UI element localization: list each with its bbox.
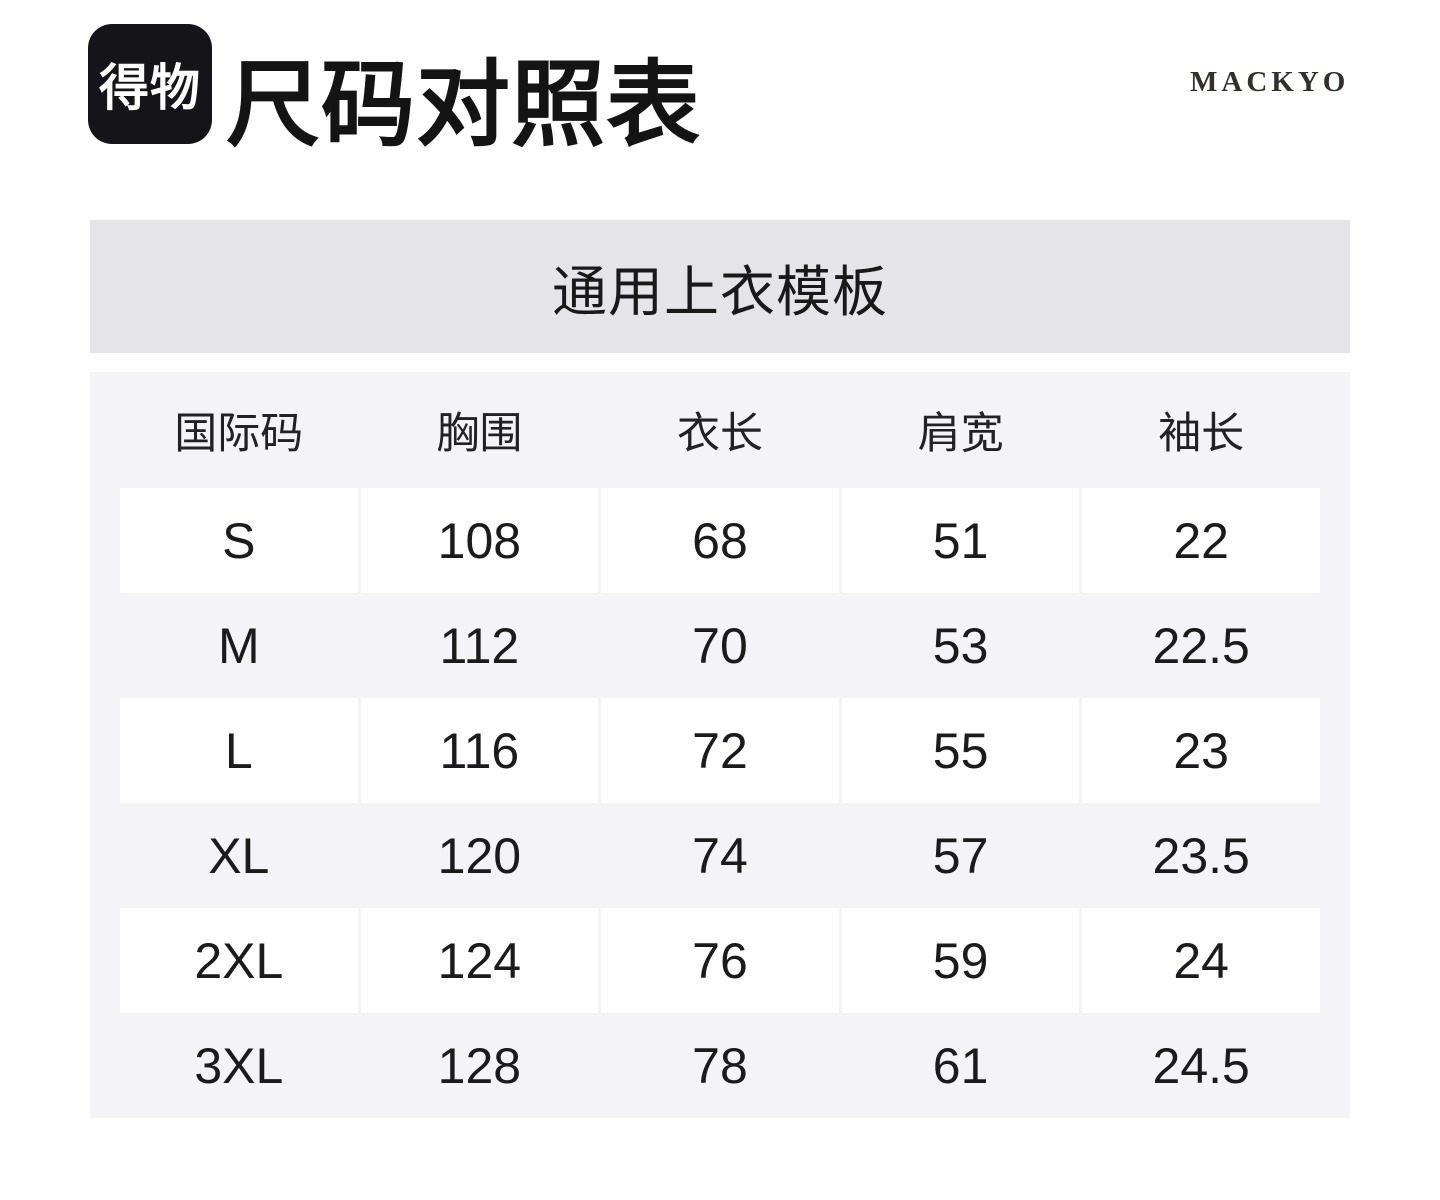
cell-length: 78: [692, 1037, 748, 1094]
cell-size: XL: [208, 827, 270, 884]
cell-sleeve: 23: [1082, 698, 1320, 803]
cell-chest: 120: [437, 827, 522, 884]
cell-sleeve: 24: [1082, 908, 1320, 1013]
cell-chest: 124: [360, 908, 599, 1013]
template-banner-label: 通用上衣模板: [551, 260, 888, 323]
column-header-chest: 胸围: [436, 410, 523, 458]
column-header-sleeve: 袖长: [1158, 410, 1245, 458]
cell-shoulder: 53: [932, 617, 989, 674]
column-header-intl-size: 国际码: [174, 410, 304, 458]
dewu-logo: 得物: [88, 24, 212, 144]
cell-length: 76: [601, 908, 839, 1013]
column-header-shoulder: 肩宽: [917, 410, 1004, 458]
cell-shoulder: 51: [841, 488, 1080, 593]
dewu-logo-text: 得物: [99, 60, 201, 116]
brand-name: MACKYO: [1190, 66, 1350, 98]
cell-chest: 112: [439, 617, 520, 674]
cell-length: 72: [601, 698, 839, 803]
cell-chest: 116: [360, 698, 599, 803]
cell-shoulder: 59: [841, 908, 1080, 1013]
cell-size: 3XL: [194, 1037, 284, 1094]
table-row-3xl: 3XL 128 78 61 24.5: [120, 1013, 1320, 1118]
cell-size: M: [217, 617, 260, 674]
cell-shoulder: 55: [841, 698, 1080, 803]
table-row-l: L 116 72 55 23: [120, 698, 1320, 803]
cell-sleeve: 24.5: [1152, 1037, 1250, 1094]
cell-size: S: [120, 488, 358, 593]
cell-length: 70: [692, 617, 748, 674]
cell-size: 2XL: [120, 908, 358, 1013]
page-title: 尺码对照表: [226, 52, 702, 157]
cell-size: L: [120, 698, 358, 803]
cell-shoulder: 57: [932, 827, 989, 884]
table-row-s: S 108 68 51 22: [120, 488, 1320, 593]
cell-sleeve: 22: [1082, 488, 1320, 593]
cell-sleeve: 23.5: [1152, 827, 1250, 884]
cell-length: 74: [692, 827, 748, 884]
cell-shoulder: 61: [932, 1037, 989, 1094]
cell-chest: 128: [437, 1037, 522, 1094]
template-banner: 通用上衣模板: [90, 220, 1350, 353]
table-row-m: M 112 70 53 22.5: [120, 593, 1320, 698]
table-header-row: 国际码 胸围 衣长 肩宽 袖长: [120, 372, 1320, 488]
table-row-xl: XL 120 74 57 23.5: [120, 803, 1320, 908]
cell-sleeve: 22.5: [1152, 617, 1250, 674]
size-table: 国际码 胸围 衣长 肩宽 袖长 S 108 68 51 22 M 112 70 …: [90, 372, 1350, 1118]
cell-length: 68: [601, 488, 839, 593]
table-row-2xl: 2XL 124 76 59 24: [120, 908, 1320, 1013]
cell-chest: 108: [360, 488, 599, 593]
column-header-length: 衣长: [676, 410, 763, 458]
